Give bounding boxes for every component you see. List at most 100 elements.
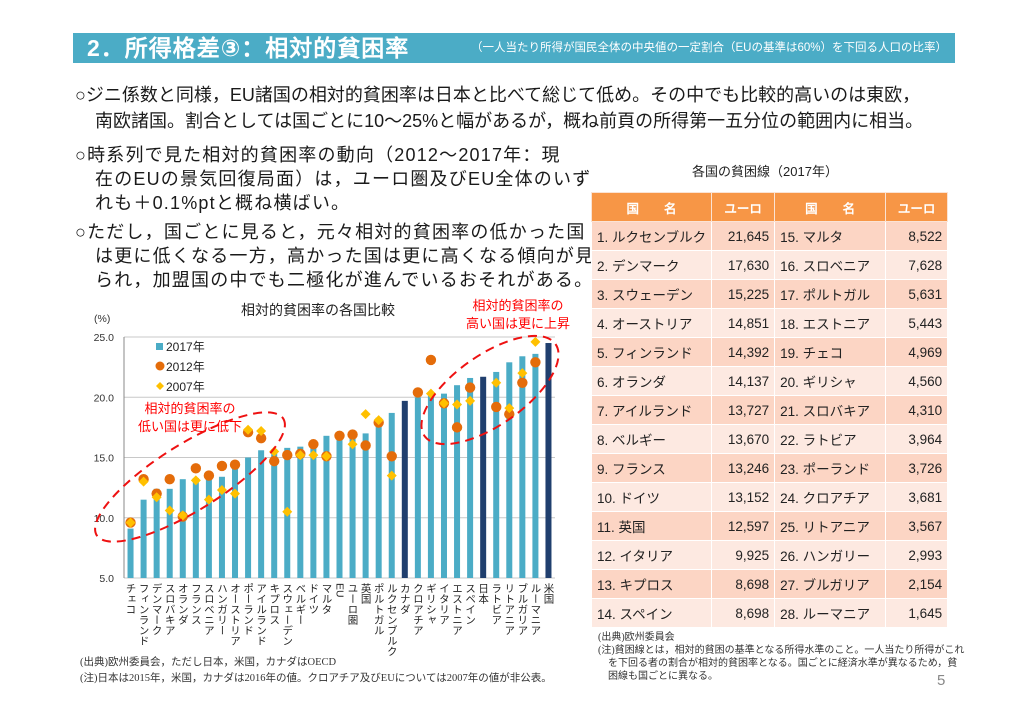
- paragraph-line: 在のEUの景気回復局面）は，ユーロ圏及びEU全体のいず: [95, 169, 592, 189]
- x-tick-label: カナダ: [398, 583, 411, 615]
- x-tick-label: ラトビア: [490, 583, 503, 625]
- country-cell: 18. エストニア: [774, 308, 887, 338]
- bar-2017: [232, 464, 239, 578]
- x-tick-label: チェコ: [124, 583, 137, 615]
- bar-2017: [310, 444, 317, 578]
- marker-2012: [334, 430, 345, 442]
- bar-2017: [336, 434, 343, 578]
- x-tick-label: 日本: [477, 583, 490, 604]
- marker-2012: [164, 473, 175, 485]
- dashed-ellipse-low: [94, 411, 286, 543]
- country-cell: 11. 英国: [590, 511, 713, 541]
- table-row: 1. ルクセンブルク 21,645 15. マルタ 8,522: [590, 221, 949, 251]
- annotation-high-countries: 相対的貧困率の 高い国は更に上昇: [420, 298, 570, 446]
- marker-2007: [373, 415, 384, 426]
- marker-2012: [464, 382, 476, 393]
- marker-2012: [425, 354, 437, 366]
- country-cell: 20. ギリシャ: [774, 366, 887, 396]
- bar-2017: [205, 477, 212, 578]
- paragraph-line: ○時系列で見た相対的貧困率の動向（2012～2017年：現: [75, 145, 561, 165]
- x-tick-label: オランダ: [176, 583, 189, 625]
- column-header-country: 国 名: [590, 192, 713, 222]
- table-note: (注)貧困線とは，相対的貧困の基準となる所得水準のこと。一人当たり所得がこれ: [598, 645, 965, 656]
- legend-label-2017: 2017年: [166, 340, 205, 354]
- country-cell: 24. クロアチア: [774, 482, 887, 512]
- bar-2017: [506, 362, 513, 578]
- marker-2012: [308, 439, 319, 450]
- poverty-line-euro-cell: 2,993: [885, 540, 949, 570]
- poverty-line-euro-cell: 9,925: [711, 540, 776, 570]
- x-tick-label: ドイツ: [307, 583, 320, 615]
- marker-2007: [517, 368, 528, 379]
- table-row: 12. イタリア 9,925 26. ハンガリー 2,993: [590, 540, 949, 570]
- bar-2017: [127, 528, 134, 578]
- marker-2012: [255, 433, 267, 444]
- table-title: 各国の貧困線（2017年）: [692, 164, 838, 179]
- poverty-line-euro-cell: 4,310: [885, 395, 949, 425]
- legend-swatch-2017: [156, 343, 163, 350]
- marker-2007: [504, 403, 515, 414]
- table-body: 1. ルクセンブルク 21,645 15. マルタ 8,522 2. デンマーク 17,6…: [590, 221, 949, 628]
- marker-2007: [230, 488, 241, 499]
- x-tick-label: ルーマニア: [529, 583, 542, 636]
- table-row: 3. スウェーデン 15,225 17. ポルトガル 5,631: [590, 279, 949, 309]
- bar-2017: [375, 417, 382, 578]
- country-cell: 2. デンマーク: [590, 250, 713, 280]
- table-note: 困線も国ごとに異なる。: [608, 671, 718, 682]
- bar-2017: [545, 343, 552, 578]
- bar-2017: [388, 412, 395, 578]
- bar-2017: [297, 446, 304, 578]
- bar-2017: [454, 385, 461, 578]
- country-cell: 28. ルーマニア: [774, 598, 887, 628]
- country-cell: 9. フランス: [590, 453, 713, 483]
- marker-2012: [451, 422, 463, 433]
- chart-title: 相対的貧困率の各国比較: [241, 302, 395, 318]
- chart-note: (注)日本は2015年，米国，カナダは2016年の値。クロアチア及びEUについて…: [80, 673, 552, 684]
- marker-2007: [151, 492, 162, 503]
- country-cell: 6. オランダ: [590, 366, 713, 396]
- marker-2007: [308, 450, 319, 461]
- table-notes: (出典)欧州委員会 (注)貧困線とは，相対的貧困の基準となる所得水準のこと。一人…: [598, 631, 964, 683]
- table-header-row: 国 名 ユーロ 国 名 ユーロ: [590, 192, 949, 222]
- table-source: (出典)欧州委員会: [598, 632, 675, 643]
- marker-2012: [491, 401, 502, 413]
- marker-2007: [465, 395, 476, 406]
- x-tick-label: クロアチア: [411, 583, 424, 636]
- x-tick-label: スロバキア: [163, 583, 176, 636]
- markers-2007: [125, 336, 541, 528]
- column-header-euro: ユーロ: [711, 192, 776, 222]
- poverty-line-euro-cell: 2,154: [885, 569, 949, 599]
- country-cell: 26. ハンガリー: [774, 540, 887, 570]
- poverty-line-euro-cell: 3,567: [885, 511, 949, 541]
- x-tick-label: スウェーデン: [281, 583, 294, 646]
- paragraph-line: られ，加盟国の中でも二極化が進んでいるおそれがある。: [95, 270, 594, 290]
- x-tick-label: オーストリア: [229, 583, 241, 646]
- paragraph-line: ○ただし，国ごとに見ると，元々相対的貧困率の低かった国: [75, 222, 586, 242]
- marker-2007: [216, 485, 227, 496]
- country-cell: 5. フィンランド: [590, 337, 713, 367]
- marker-2012: [347, 429, 358, 440]
- x-tick-label: リトアニア: [503, 583, 516, 636]
- country-cell: 19. チェコ: [774, 337, 887, 367]
- bar-2017: [245, 457, 252, 578]
- marker-2007: [530, 336, 541, 347]
- x-tick-label: EU: [333, 583, 346, 598]
- poverty-line-euro-cell: 4,560: [885, 366, 949, 396]
- marker-2007: [295, 450, 306, 461]
- paragraph-line: ○ジニ係数と同様，EU諸国の相対的貧困率は日本と比べて総じて低め。その中でも比較…: [75, 85, 921, 105]
- table-row: 6. オランダ 14,137 20. ギリシャ 4,560: [590, 366, 949, 396]
- country-cell: 25. リトアニア: [774, 511, 887, 541]
- table-row: 14. スペイン 8,698 28. ルーマニア 1,645: [590, 598, 949, 628]
- x-tick-label: 米国: [542, 583, 555, 604]
- poverty-line-euro-cell: 13,727: [711, 395, 776, 425]
- x-tick-label: ポルトガル: [372, 583, 385, 636]
- table-row: 4. オーストリア 14,851 18. エストニア 5,443: [590, 308, 949, 338]
- poverty-line-euro-cell: 3,964: [885, 424, 949, 454]
- poverty-line-euro-cell: 7,628: [885, 250, 949, 280]
- poverty-line-euro-cell: 3,681: [885, 482, 949, 512]
- country-cell: 1. ルクセンブルク: [590, 221, 713, 251]
- marker-2007: [321, 451, 332, 462]
- annotation-text-line: 相対的貧困率の: [472, 298, 563, 313]
- country-cell: 15. マルタ: [774, 221, 887, 251]
- bars-2017: [127, 343, 552, 578]
